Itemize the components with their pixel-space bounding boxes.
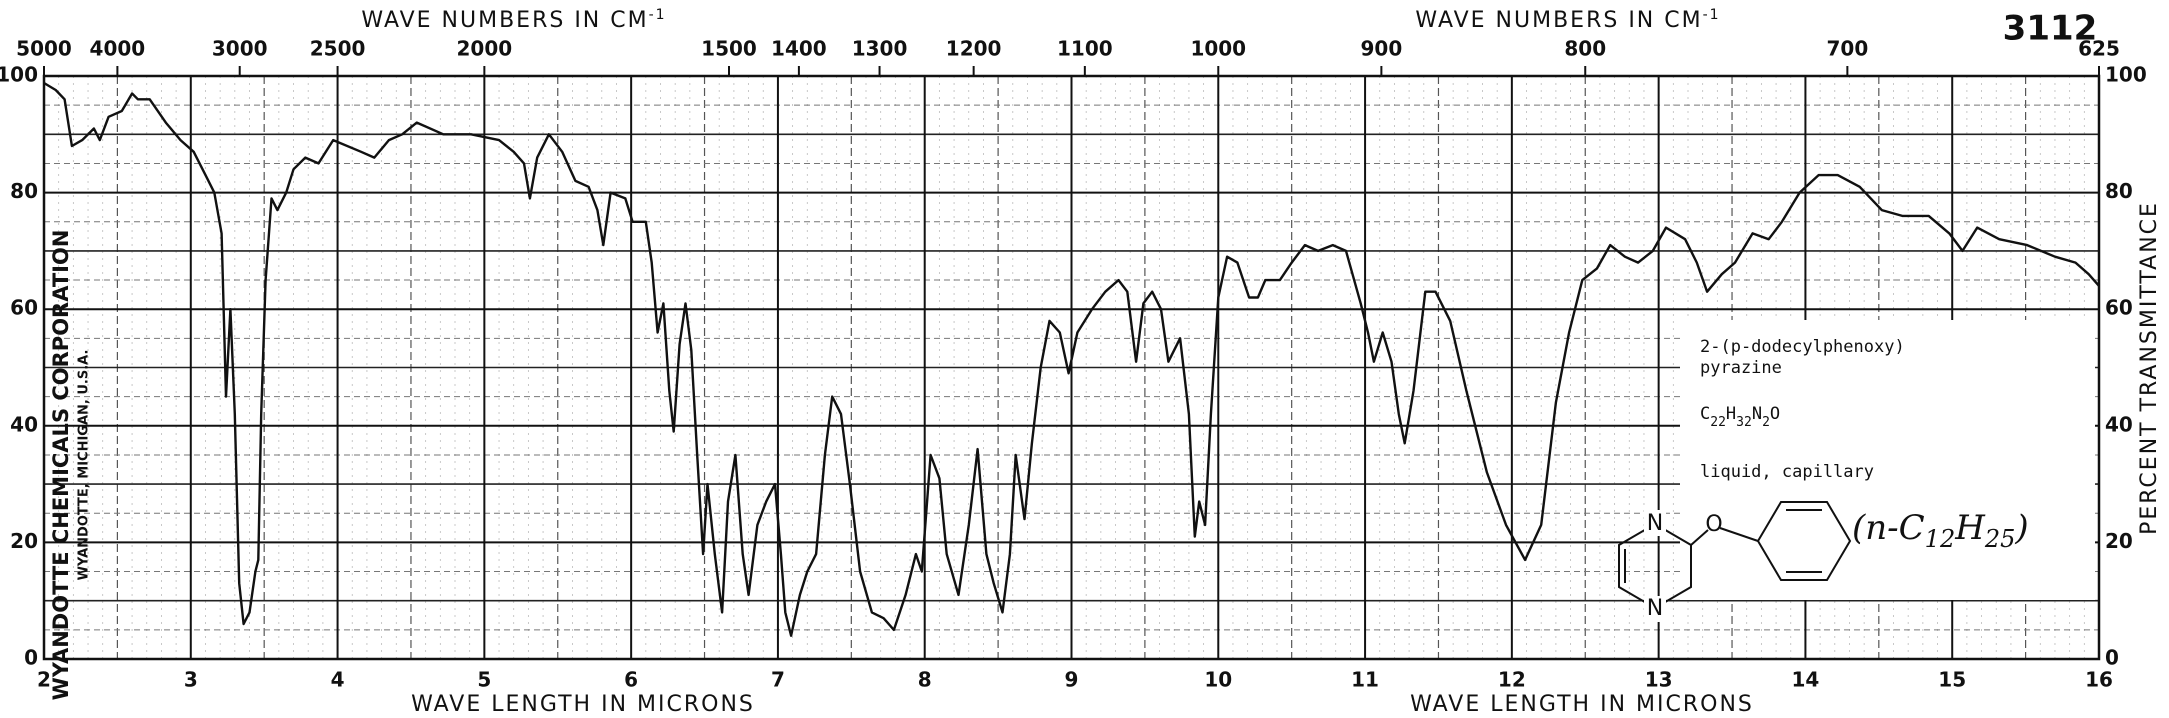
publisher-location: WYANDOTTE, MICHIGAN, U.S.A. (77, 350, 92, 581)
x-tick-label: 2 (37, 668, 51, 692)
y-tick-label: 40 (10, 412, 38, 436)
formula-part: C (1700, 404, 1710, 424)
wavenumber-tick-label: 4000 (90, 37, 146, 61)
plot-frame (42, 74, 2101, 661)
top-label: WAVE NUMBERS IN CM-1 (1415, 7, 1720, 33)
compound-name: 2-(p-dodecylphenoxy) (1700, 337, 1905, 357)
bond (1719, 527, 1759, 542)
y-tick-label: 40 (2105, 412, 2133, 436)
structure (1618, 501, 1852, 610)
catalog-number: 3112 (2003, 9, 2098, 49)
x-tick-label: 13 (1645, 668, 1673, 692)
x-tick-label: 12 (1498, 668, 1526, 692)
x-tick-label: 5 (477, 668, 491, 692)
wavenumber-tick-label: 5000 (16, 37, 72, 61)
x-tick-label: 14 (1792, 668, 1820, 692)
atom-bg (1644, 510, 1666, 536)
substituent: (n-C12H25) (1852, 508, 2029, 553)
top-label-text: WAVE NUMBERS IN CM (361, 8, 648, 33)
top-label: WAVE NUMBERS IN CM-1 (361, 7, 666, 33)
substituent-sub: 25 (1984, 525, 2016, 553)
substituent-part: ) (2014, 508, 2028, 548)
info-box (1680, 320, 2095, 600)
wavenumber-tick-label: 1300 (852, 37, 908, 61)
compound-name: pyrazine (1700, 358, 1782, 378)
atom: O (1705, 512, 1722, 537)
y-axis-label: PERCENT TRANSMITTANCE (2137, 201, 2162, 535)
publisher: WYANDOTTE CHEMICALS CORPORATION (49, 230, 73, 701)
x-tick-label: 11 (1351, 668, 1379, 692)
wavenumber-tick-label: 1100 (1057, 37, 1113, 61)
state: liquid, capillary (1700, 462, 1874, 482)
atom: N (1647, 596, 1663, 621)
x-tick-label: 15 (1938, 668, 1966, 692)
wavenumber-tick-label: 800 (1564, 37, 1606, 61)
y-tick-label: 80 (2105, 179, 2133, 203)
y-tick-label: 20 (10, 529, 38, 553)
benzene-ring (1756, 501, 1852, 581)
substituent-sub: 12 (1925, 525, 1956, 553)
wavenumber-tick-label: 2000 (457, 37, 513, 61)
atom: N (1647, 511, 1663, 536)
y-tick-label: 100 (2105, 63, 2147, 87)
wavenumber-tick-label: 1000 (1190, 37, 1246, 61)
x-axis-label: WAVE LENGTH IN MICRONS (411, 692, 755, 717)
atom-bg (1644, 596, 1666, 622)
wavenumber-tick-label: 3000 (212, 37, 268, 61)
substituent-part: (n-C (1852, 508, 1925, 548)
formula-part: N (1752, 404, 1762, 424)
y-tick-label: 0 (2105, 646, 2119, 670)
substituent-part: H (1954, 508, 1986, 548)
y-tick-label: 100 (0, 63, 38, 87)
x-tick-label: 8 (918, 668, 932, 692)
wavenumber-tick-label: 625 (2078, 37, 2120, 61)
top-label-text: WAVE NUMBERS IN CM (1415, 8, 1702, 33)
y-tick-label: 60 (10, 296, 38, 320)
x-tick-label: 3 (184, 668, 198, 692)
y-tick-label: 20 (2105, 529, 2133, 553)
wavenumber-tick-label: 700 (1826, 37, 1868, 61)
formula-sub: 22 (1710, 415, 1726, 430)
formula-part: H (1726, 404, 1736, 424)
wavenumber-tick-label: 2500 (310, 37, 366, 61)
spectrum-line (43, 81, 2100, 637)
wavenumber-tick-label: 1400 (771, 37, 827, 61)
x-axis-label: WAVE LENGTH IN MICRONS (1410, 692, 1754, 717)
formula-part: O (1770, 404, 1780, 424)
x-tick-label: 16 (2085, 668, 2113, 692)
top-label-sup: -1 (1703, 7, 1721, 23)
formula-sub: 2 (1762, 415, 1770, 430)
wavenumber-tick-label: 1200 (946, 37, 1002, 61)
x-tick-label: 9 (1065, 668, 1079, 692)
x-tick-label: 4 (331, 668, 345, 692)
formula: C22H32N2O (1700, 404, 1780, 430)
x-tick-label: 7 (771, 668, 785, 692)
y-tick-label: 60 (2105, 296, 2133, 320)
wavenumber-tick-label: 900 (1361, 37, 1403, 61)
x-tick-label: 6 (624, 668, 638, 692)
x-tick-label: 10 (1204, 668, 1232, 692)
top-axis-label: WAVE NUMBERS IN CM-1 WAVE NUMBERS IN CM-… (361, 7, 1720, 33)
top-label-sup: -1 (649, 7, 667, 23)
bond (1690, 529, 1709, 546)
y-tick-label: 0 (24, 646, 38, 670)
wavenumber-tick-label: 1500 (701, 37, 757, 61)
formula-sub: 32 (1736, 415, 1752, 430)
y-tick-label: 80 (10, 179, 38, 203)
